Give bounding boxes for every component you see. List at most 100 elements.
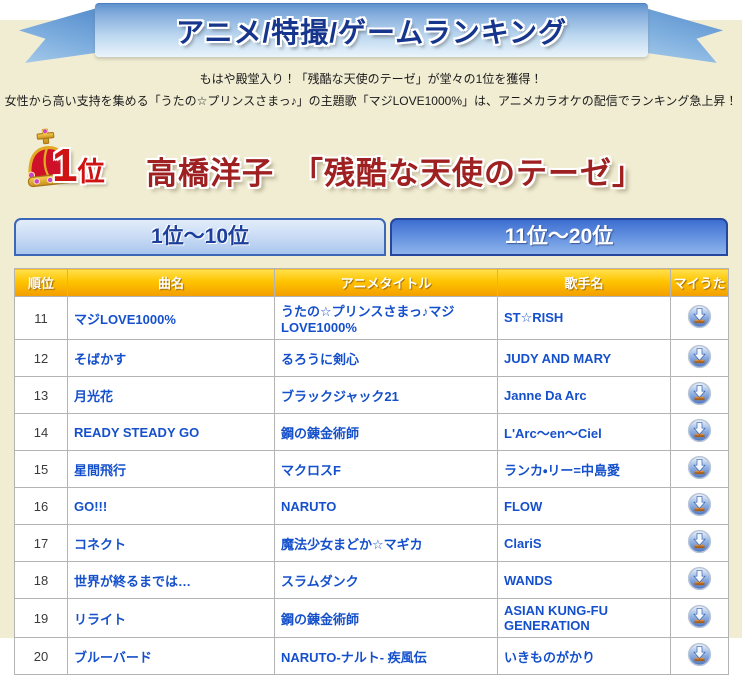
- song-cell: READY STEADY GO: [67, 413, 275, 451]
- add-to-myuta-button[interactable]: [687, 566, 712, 591]
- download-icon: [687, 304, 712, 329]
- myuta-cell: [670, 598, 729, 638]
- anime-link[interactable]: NARUTO: [281, 498, 337, 514]
- table-row: 16 GO!!! NARUTO FLOW: [14, 487, 729, 525]
- add-to-myuta-button[interactable]: [687, 455, 712, 480]
- song-cell: マジLOVE1000%: [67, 296, 275, 340]
- song-link[interactable]: 世界が終るまでは…: [74, 573, 192, 589]
- rank-cell: 14: [14, 413, 68, 451]
- song-link[interactable]: そばかす: [74, 351, 127, 367]
- song-cell: コネクト: [67, 524, 275, 562]
- rank-cell: 19: [14, 598, 68, 638]
- anime-link[interactable]: 鋼の錬金術師: [281, 611, 360, 627]
- add-to-myuta-button[interactable]: [687, 344, 712, 369]
- artist-link[interactable]: ASIAN KUNG-FU GENERATION: [504, 603, 608, 633]
- artist-link[interactable]: ClariS: [504, 535, 542, 551]
- header-song: 曲名: [67, 268, 275, 297]
- artist-link[interactable]: いきものがかり: [504, 649, 596, 665]
- rank-cell: 20: [14, 637, 68, 675]
- table-row: 15 星間飛行 マクロスF ランカ・リー=中島愛: [14, 450, 729, 488]
- song-link[interactable]: 月光花: [74, 388, 114, 404]
- anime-cell: NARUTO: [274, 487, 498, 525]
- song-link[interactable]: コネクト: [74, 536, 127, 552]
- myuta-cell: [670, 413, 729, 451]
- add-to-myuta-button[interactable]: [687, 642, 712, 667]
- myuta-cell: [670, 450, 729, 488]
- artist-link[interactable]: JUDY AND MARY: [504, 350, 612, 366]
- artist-cell: FLOW: [497, 487, 671, 525]
- anime-cell: ブラックジャック21: [274, 376, 498, 414]
- rank-cell: 13: [14, 376, 68, 414]
- add-to-myuta-button[interactable]: [687, 492, 712, 517]
- song-cell: 星間飛行: [67, 450, 275, 488]
- rank-1-suffix: 位: [77, 157, 105, 187]
- anime-cell: 鋼の錬金術師: [274, 413, 498, 451]
- download-icon: [687, 604, 712, 629]
- download-icon: [687, 418, 712, 443]
- artist-cell: WANDS: [497, 561, 671, 599]
- add-to-myuta-button[interactable]: [687, 529, 712, 554]
- anime-link[interactable]: うたの☆プリンスさまっ♪マジLOVE1000%: [281, 304, 455, 335]
- rank-1-heading: 高橋洋子 「残酷な天使のテーゼ」: [146, 148, 644, 193]
- song-link[interactable]: GO!!!: [74, 498, 108, 514]
- anime-link[interactable]: マクロスF: [281, 462, 341, 478]
- rank-cell: 17: [14, 524, 68, 562]
- anime-cell: NARUTO-ナルト- 疾風伝: [274, 637, 498, 675]
- add-to-myuta-button[interactable]: [687, 604, 712, 629]
- artist-link[interactable]: WANDS: [504, 572, 553, 588]
- anime-cell: 鋼の錬金術師: [274, 598, 498, 638]
- song-link[interactable]: READY STEADY GO: [74, 424, 200, 440]
- anime-cell: るろうに剣心: [274, 339, 498, 377]
- add-to-myuta-button[interactable]: [687, 381, 712, 406]
- artist-link[interactable]: FLOW: [504, 498, 543, 514]
- artist-cell: ClariS: [497, 524, 671, 562]
- table-row: 13 月光花 ブラックジャック21 Janne Da Arc: [14, 376, 729, 414]
- add-to-myuta-button[interactable]: [687, 418, 712, 443]
- myuta-cell: [670, 524, 729, 562]
- table-row: 19 リライト 鋼の錬金術師 ASIAN KUNG-FU GENERATION: [14, 598, 729, 638]
- myuta-cell: [670, 296, 729, 340]
- table-row: 18 世界が終るまでは… スラムダンク WANDS: [14, 561, 729, 599]
- song-link[interactable]: リライト: [74, 611, 127, 627]
- song-link[interactable]: ブルーバード: [74, 649, 152, 665]
- anime-link[interactable]: ブラックジャック21: [281, 388, 399, 404]
- artist-cell: いきものがかり: [497, 637, 671, 675]
- artist-link[interactable]: ST☆RISH: [504, 310, 564, 325]
- song-link[interactable]: 星間飛行: [74, 462, 127, 478]
- anime-link[interactable]: るろうに剣心: [281, 351, 360, 367]
- download-icon: [687, 492, 712, 517]
- table-row: 14 READY STEADY GO 鋼の錬金術師 L'Arc～en～Ciel: [14, 413, 729, 451]
- artist-link[interactable]: L'Arc～en～Ciel: [504, 425, 602, 441]
- anime-cell: うたの☆プリンスさまっ♪マジLOVE1000%: [274, 296, 498, 340]
- artist-link[interactable]: Janne Da Arc: [504, 387, 587, 403]
- artist-cell: JUDY AND MARY: [497, 339, 671, 377]
- tab-rank-1-10[interactable]: 1位～10位: [14, 218, 386, 256]
- header-anime-title: アニメタイトル: [274, 268, 498, 297]
- add-to-myuta-button[interactable]: [687, 304, 712, 329]
- artist-cell: L'Arc～en～Ciel: [497, 413, 671, 451]
- tab-rank-11-20[interactable]: 11位～20位: [390, 218, 728, 256]
- rank-1-number: 1: [52, 139, 78, 191]
- myuta-cell: [670, 561, 729, 599]
- anime-link[interactable]: スラムダンク: [281, 573, 359, 589]
- table-row: 11 マジLOVE1000% うたの☆プリンスさまっ♪マジLOVE1000% S…: [14, 296, 729, 340]
- song-cell: 世界が終るまでは…: [67, 561, 275, 599]
- anime-link[interactable]: 魔法少女まどか☆マギカ: [281, 536, 423, 552]
- song-link[interactable]: マジLOVE1000%: [74, 311, 176, 327]
- table-row: 12 そばかす るろうに剣心 JUDY AND MARY: [14, 339, 729, 377]
- intro-line-2: 女性から高い支持を集める「うたの☆プリンスさまっ♪」の主題歌「マジLOVE100…: [4, 94, 738, 108]
- artist-cell: ASIAN KUNG-FU GENERATION: [497, 598, 671, 638]
- artist-link[interactable]: ランカ・リー=中島愛: [504, 462, 621, 478]
- anime-link[interactable]: 鋼の錬金術師: [281, 425, 360, 441]
- intro-text: もはや殿堂入り！「残酷な天使のテーゼ」が堂々の1位を獲得！ 女性から高い支持を集…: [0, 68, 742, 112]
- anime-link[interactable]: NARUTO-ナルト- 疾風伝: [281, 649, 427, 665]
- intro-line-1: もはや殿堂入り！「残酷な天使のテーゼ」が堂々の1位を獲得！: [199, 72, 543, 86]
- ranking-table-body: 11 マジLOVE1000% うたの☆プリンスさまっ♪マジLOVE1000% S…: [14, 296, 729, 675]
- header-myuta: マイうた: [670, 268, 729, 297]
- myuta-cell: [670, 637, 729, 675]
- artist-cell: ST☆RISH: [497, 296, 671, 340]
- header-artist: 歌手名: [497, 268, 671, 297]
- anime-cell: スラムダンク: [274, 561, 498, 599]
